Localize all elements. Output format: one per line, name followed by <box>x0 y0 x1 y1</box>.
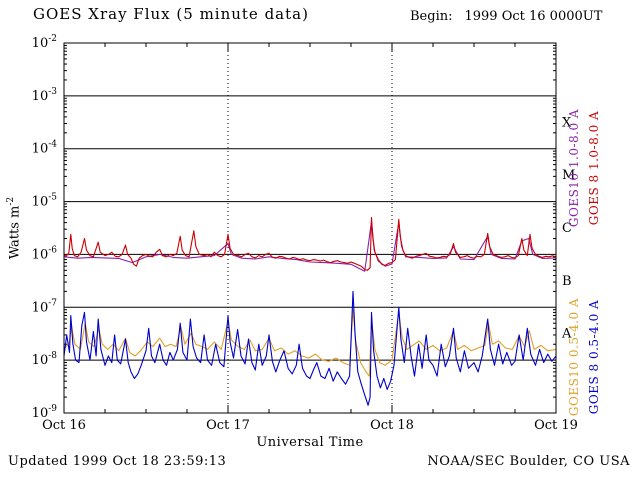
legend-goes10-short-label: GOES10 0.5-4.0 A <box>567 297 581 417</box>
y-tick-label: 10-6 <box>32 245 58 262</box>
x-tick-label: Oct 17 <box>206 418 250 433</box>
flare-class-label-a: A <box>561 327 572 342</box>
series-line-goes8-long <box>63 216 557 271</box>
x-tick-label: Oct 19 <box>534 418 578 433</box>
y-tick-label: 10-3 <box>32 87 58 104</box>
x-tick-label: Oct 16 <box>42 418 86 433</box>
legend-goes8-short-label: GOES 8 0.5-4.0 A <box>587 299 601 415</box>
y-tick-label: 10-4 <box>32 140 58 157</box>
begin-value: 1999 Oct 16 0000UT <box>464 9 603 24</box>
x-axis-label: Universal Time <box>256 435 364 450</box>
flare-class-label-b: B <box>562 274 572 289</box>
y-tick-label: 10-8 <box>32 351 58 368</box>
flare-class-label-x: X <box>562 115 572 130</box>
legend-goes10-long-label: GOES10 1.0-8.0 A <box>567 108 581 228</box>
begin-label: Begin: <box>410 9 453 24</box>
x-tick-label: Oct 18 <box>370 418 414 433</box>
y-tick-label: 10-2 <box>32 34 57 51</box>
series-line-goes8-short <box>63 290 557 406</box>
y-tick-label: 10-5 <box>32 193 58 210</box>
chart-title: GOES Xray Flux (5 minute data) <box>33 5 309 23</box>
source-credit: NOAA/SEC Boulder, CO USA <box>427 454 630 469</box>
updated-timestamp: Updated 1999 Oct 18 23:59:13 <box>8 454 227 469</box>
flare-class-label-c: C <box>562 221 572 236</box>
begin-annotation: Begin: 1999 Oct 16 0000UT <box>410 9 602 24</box>
flare-class-label-m: M <box>562 168 575 183</box>
plot-border <box>63 42 557 414</box>
legend-goes8-long-label: GOES 8 1.0-8.0 A <box>587 110 601 226</box>
y-tick-label: 10-7 <box>32 298 58 315</box>
series-line-goes10-short <box>63 309 557 377</box>
